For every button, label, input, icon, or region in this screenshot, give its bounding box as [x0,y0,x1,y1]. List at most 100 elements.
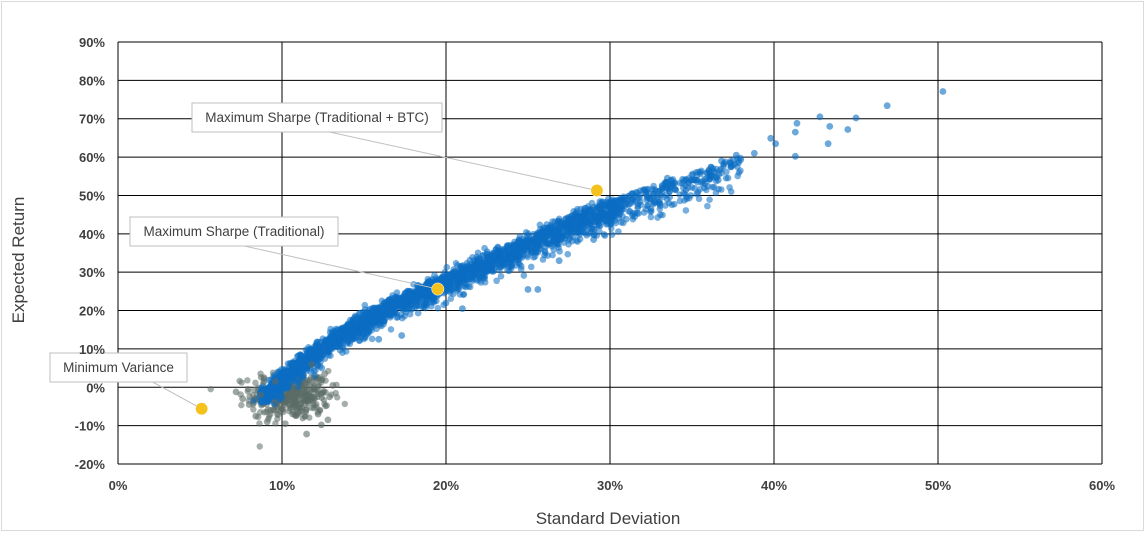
cloud-point [522,228,530,236]
data-point [232,388,240,396]
cloud-point [574,219,581,226]
data-point [793,119,801,127]
cloud-point [574,229,582,237]
cloud-point [417,303,425,310]
highlight-point [431,282,445,296]
cloud-point [492,246,500,253]
x-tick-label: 20% [433,478,459,493]
cloud-point [207,385,214,393]
cloud-point [568,212,575,220]
data-point [750,149,758,157]
cloud-point [256,420,263,427]
cloud-point [332,325,340,333]
highlight-point [195,402,209,416]
cloud-point [294,383,302,391]
cloud-point [313,339,320,346]
cloud-point [569,233,577,241]
cloud-point [287,359,295,367]
data-point [883,102,891,110]
cloud-point [641,186,649,194]
cloud-point [701,184,708,192]
cloud-point [582,215,589,223]
data-point [664,174,671,182]
cloud-point [447,295,455,302]
cloud-point [711,168,719,176]
cloud-point [539,234,546,241]
cloud-point [463,280,470,288]
cloud-point [554,218,562,226]
cloud-point [694,176,701,184]
data-point [524,286,532,293]
cloud-point [629,190,636,197]
data-point [693,190,701,198]
cloud-point [252,379,259,387]
cloud-point [278,394,286,401]
cloud-point [335,340,343,348]
cloud-point [559,230,567,238]
cloud-point [418,284,425,292]
cloud-point [564,250,572,258]
data-point [298,389,306,397]
data-point [281,420,289,428]
cloud-point [468,275,476,283]
cloud-point [461,263,469,271]
data-point [326,393,333,401]
cloud-point [517,266,525,273]
x-axis-ticks: 0% 10% 20% 30% 40% 50% 60% [109,478,1116,493]
cloud-point [520,247,527,255]
data-point [732,151,740,159]
cloud-point [548,243,556,250]
x-tick-label: 50% [925,478,951,493]
callout-box [49,352,188,383]
cloud-point [504,266,511,274]
cloud-point [408,305,416,312]
cloud-point [707,163,715,171]
cloud-point [422,299,429,307]
cloud-point [261,409,268,416]
cloud-point [588,225,595,233]
cloud-point [636,191,643,199]
y-tick-label: 30% [79,265,105,280]
cloud-point [575,213,583,221]
cloud-point [704,202,711,210]
cloud-point [718,186,725,193]
cloud-point [497,272,505,280]
data-point [314,410,322,418]
cloud-point [565,236,572,244]
cloud-point [595,222,603,229]
data-point [714,176,722,184]
cloud-point [474,249,482,257]
cloud-point [393,289,401,296]
cloud-point [300,372,307,380]
callout-leader-line [223,245,438,290]
y-tick-label: -20% [75,457,106,472]
cloud-point [348,331,355,338]
cloud-point [697,168,705,176]
cloud-point [589,212,597,220]
cloud-point [272,420,279,427]
cloud-point [333,394,341,401]
cloud-point [514,238,522,246]
cloud-point [636,198,644,205]
data-point [647,205,655,213]
cloud-point [365,329,372,337]
callouts: Maximum Sharpe (Traditional + BTC) Maximu… [49,102,597,410]
cloud-point [295,378,303,386]
cloud-point [303,391,311,399]
cloud-point [392,296,400,303]
data-point [718,157,725,165]
cloud-point [341,400,349,408]
cloud-point [539,256,547,263]
cloud-point [342,348,350,355]
cloud-point [274,410,281,418]
data-point [623,199,630,207]
data-point [252,412,260,420]
cloud-point [306,414,313,421]
cloud-point [284,366,291,374]
data-point [791,152,799,160]
cloud-point [305,351,313,358]
cloud-point [256,443,263,450]
data-point [245,401,253,408]
cloud-point [658,183,666,190]
x-axis-title: Standard Deviation [536,509,681,528]
